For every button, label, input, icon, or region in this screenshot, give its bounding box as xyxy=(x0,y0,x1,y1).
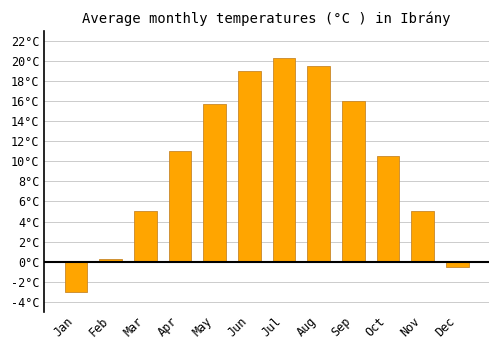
Bar xyxy=(64,262,87,292)
Bar xyxy=(204,104,226,262)
Bar xyxy=(412,211,434,262)
Title: Average monthly temperatures (°C ) in Ibrány: Average monthly temperatures (°C ) in Ib… xyxy=(82,11,451,26)
Bar xyxy=(308,66,330,262)
Bar xyxy=(446,262,468,267)
Bar xyxy=(238,71,260,262)
Bar xyxy=(272,58,295,262)
Bar xyxy=(377,156,400,262)
Bar xyxy=(342,101,364,262)
Bar xyxy=(134,211,156,262)
Bar xyxy=(168,151,192,262)
Bar xyxy=(100,259,122,262)
